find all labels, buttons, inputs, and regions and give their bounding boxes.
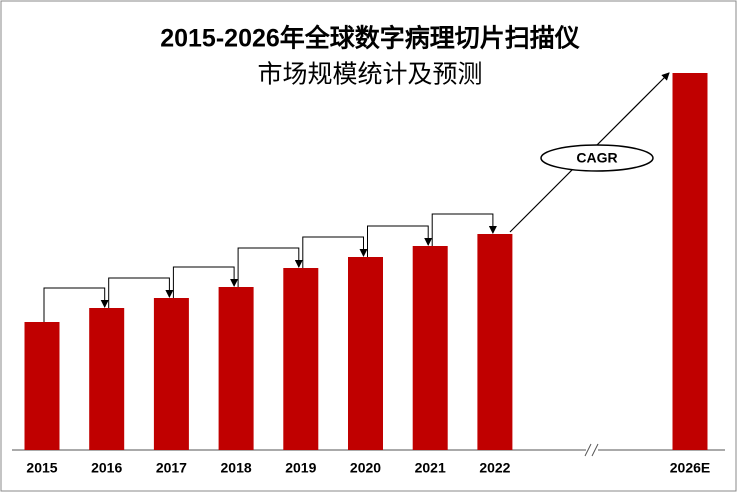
x-tick-label: 2019: [285, 460, 316, 476]
x-tick-label: 2017: [156, 460, 187, 476]
cagr-ellipse: [540, 144, 654, 172]
x-tick-label: 2015: [26, 460, 57, 476]
bar: [672, 73, 708, 450]
bar: [348, 257, 383, 450]
growth-arrow: [108, 277, 174, 308]
growth-arrow: [43, 287, 109, 322]
bar: [24, 322, 60, 450]
bar: [283, 268, 319, 450]
growth-arrow: [237, 247, 303, 287]
growth-arrow: [431, 213, 497, 246]
axis-break: [584, 443, 599, 457]
bar: [218, 287, 254, 450]
x-tick-label: 2026E: [670, 460, 710, 476]
bar: [412, 246, 448, 450]
chart-subtitle: 市场规模统计及预测: [257, 61, 482, 89]
x-tick-label: 2016: [91, 460, 122, 476]
x-tick-label: 2021: [415, 460, 446, 476]
x-tick-label: 2020: [350, 460, 381, 476]
bar: [477, 234, 513, 450]
chart-title: 2015-2026年全球数字病理切片扫描仪: [160, 24, 581, 53]
bar: [153, 298, 189, 450]
annotation: CAGR: [576, 150, 617, 166]
x-tick-label: 2022: [479, 460, 510, 476]
growth-arrow: [302, 236, 368, 268]
bar: [89, 308, 125, 450]
growth-arrow: [172, 266, 239, 298]
growth-arrow: [367, 225, 433, 257]
x-tick-label: 2018: [221, 460, 252, 476]
